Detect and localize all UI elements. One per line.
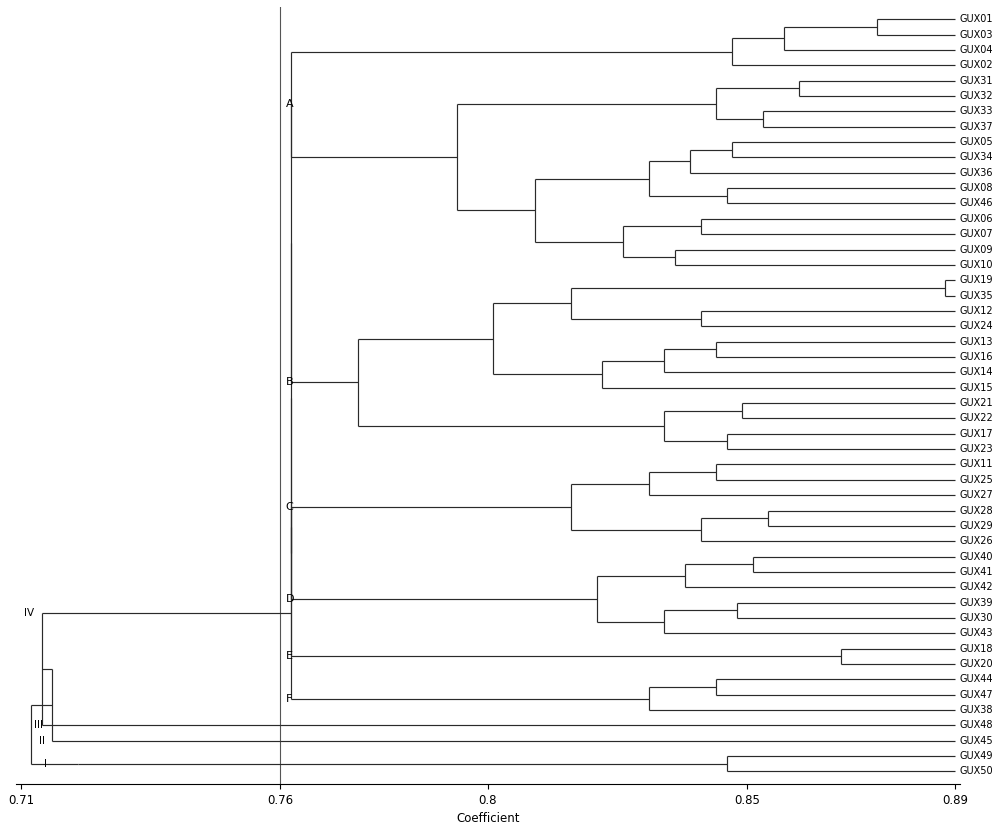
Text: GUX16: GUX16 — [959, 352, 993, 362]
Text: C: C — [286, 502, 293, 512]
Text: GUX06: GUX06 — [959, 214, 993, 224]
Text: GUX33: GUX33 — [959, 106, 993, 116]
Text: GUX39: GUX39 — [959, 597, 993, 607]
Text: GUX09: GUX09 — [959, 245, 993, 255]
Text: GUX34: GUX34 — [959, 152, 993, 162]
Text: GUX44: GUX44 — [959, 675, 993, 685]
Text: GUX42: GUX42 — [959, 582, 993, 592]
Text: GUX45: GUX45 — [959, 735, 993, 745]
Text: E: E — [286, 651, 293, 661]
Text: GUX36: GUX36 — [959, 168, 993, 178]
Text: GUX31: GUX31 — [959, 76, 993, 86]
Text: GUX14: GUX14 — [959, 368, 993, 378]
Text: GUX23: GUX23 — [959, 444, 993, 454]
Text: GUX21: GUX21 — [959, 398, 993, 408]
Text: II: II — [39, 735, 45, 745]
Text: GUX50: GUX50 — [959, 766, 993, 776]
Text: GUX22: GUX22 — [959, 414, 993, 423]
X-axis label: Coefficient: Coefficient — [456, 812, 520, 825]
Text: GUX40: GUX40 — [959, 552, 993, 562]
Text: GUX07: GUX07 — [959, 229, 993, 239]
Text: GUX49: GUX49 — [959, 751, 993, 761]
Text: GUX15: GUX15 — [959, 383, 993, 393]
Text: GUX32: GUX32 — [959, 91, 993, 101]
Text: GUX47: GUX47 — [959, 690, 993, 700]
Text: I: I — [44, 759, 47, 769]
Text: GUX20: GUX20 — [959, 659, 993, 669]
Text: GUX05: GUX05 — [959, 137, 993, 147]
Text: GUX18: GUX18 — [959, 644, 993, 654]
Text: GUX19: GUX19 — [959, 275, 993, 285]
Text: IV: IV — [24, 608, 34, 618]
Text: GUX38: GUX38 — [959, 705, 993, 715]
Text: GUX12: GUX12 — [959, 306, 993, 316]
Text: D: D — [286, 594, 294, 604]
Text: GUX29: GUX29 — [959, 521, 993, 531]
Text: GUX17: GUX17 — [959, 428, 993, 438]
Text: GUX30: GUX30 — [959, 613, 993, 623]
Text: GUX46: GUX46 — [959, 199, 993, 209]
Text: GUX43: GUX43 — [959, 628, 993, 638]
Text: GUX26: GUX26 — [959, 536, 993, 547]
Text: B: B — [286, 378, 293, 388]
Text: GUX10: GUX10 — [959, 260, 993, 270]
Text: GUX28: GUX28 — [959, 506, 993, 516]
Text: GUX04: GUX04 — [959, 45, 993, 55]
Text: A: A — [286, 99, 293, 109]
Text: GUX41: GUX41 — [959, 567, 993, 577]
Text: GUX02: GUX02 — [959, 60, 993, 70]
Text: GUX03: GUX03 — [959, 30, 993, 40]
Text: GUX13: GUX13 — [959, 337, 993, 347]
Text: GUX24: GUX24 — [959, 321, 993, 331]
Text: GUX48: GUX48 — [959, 721, 993, 730]
Text: GUX37: GUX37 — [959, 121, 993, 131]
Text: GUX35: GUX35 — [959, 290, 993, 300]
Text: F: F — [286, 694, 292, 704]
Text: GUX11: GUX11 — [959, 459, 993, 469]
Text: GUX08: GUX08 — [959, 183, 993, 193]
Text: GUX25: GUX25 — [959, 475, 993, 485]
Text: GUX01: GUX01 — [959, 14, 993, 24]
Text: GUX27: GUX27 — [959, 490, 993, 500]
Text: III: III — [34, 721, 43, 730]
